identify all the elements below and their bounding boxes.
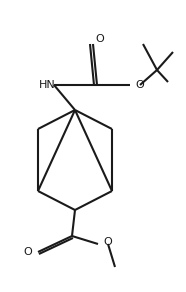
Text: O: O: [23, 247, 32, 257]
Text: O: O: [103, 237, 112, 247]
Text: HN: HN: [39, 80, 55, 90]
Text: O: O: [95, 34, 104, 44]
Text: O: O: [135, 80, 144, 90]
